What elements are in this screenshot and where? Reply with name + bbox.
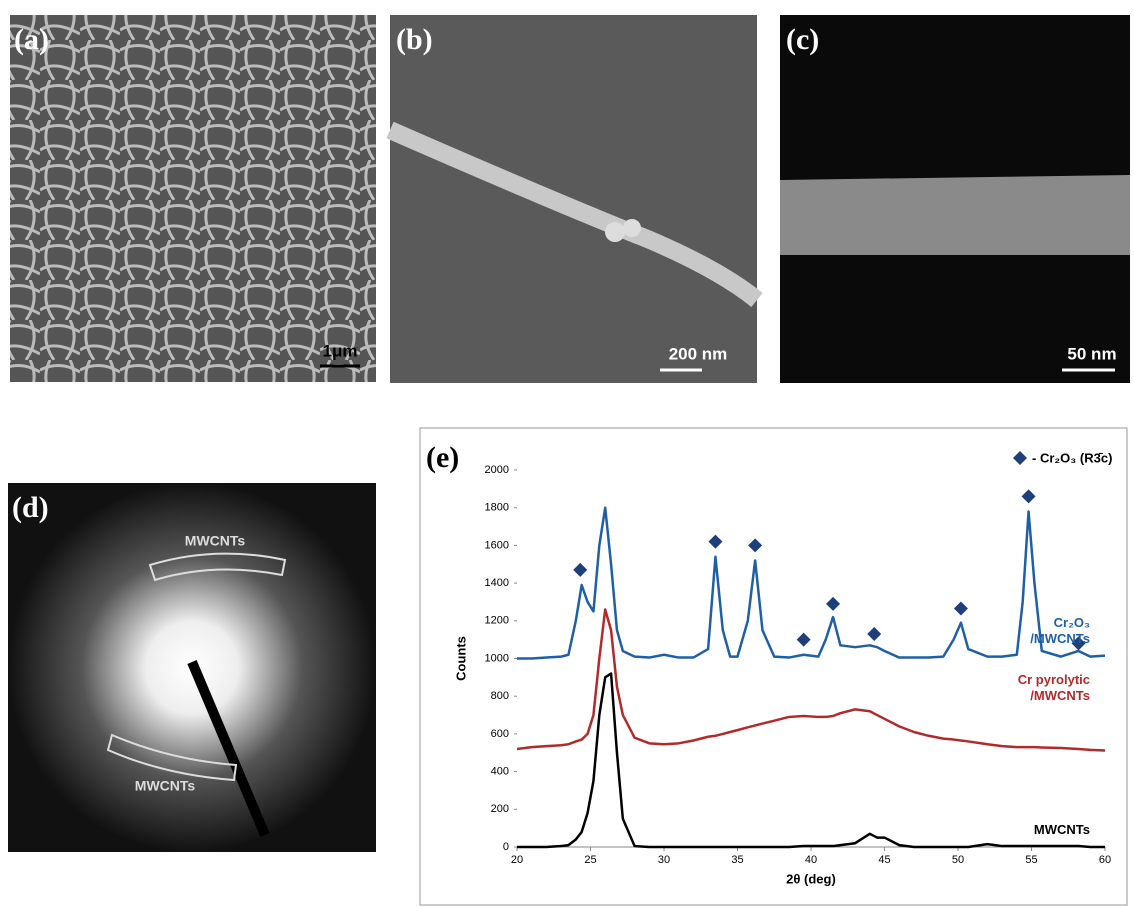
- x-tick-label: 40: [805, 854, 817, 866]
- x-tick-label: 25: [584, 854, 596, 866]
- particle: [605, 222, 625, 242]
- x-tick-label: 60: [1099, 854, 1111, 866]
- x-tick-label: 20: [511, 854, 523, 866]
- series-label: Cr₂O₃ /MWCNTs: [1000, 615, 1090, 647]
- y-tick-label: 400: [491, 766, 509, 778]
- y-tick-label: 1600: [485, 539, 509, 551]
- series-label: Cr pyrolytic /MWCNTs: [1000, 672, 1090, 704]
- scale-label: 200 nm: [669, 344, 728, 363]
- legend-label: - Cr₂O₃ (R3̄c): [1032, 450, 1112, 465]
- sem-image-a: [10, 15, 376, 382]
- scale-label: 1μm: [323, 341, 358, 360]
- figure: (a) 1μm (b) 200 nm (c) 50 nm MWCNTs MWCN…: [0, 0, 1134, 907]
- page: (a) 1μm (b) 200 nm (c) 50 nm MWCNTs MWCN…: [0, 0, 1134, 907]
- y-tick-label: 200: [491, 803, 509, 815]
- y-axis-label: Counts: [453, 636, 468, 681]
- y-tick-label: 0: [503, 841, 509, 853]
- scale-label: 50 nm: [1067, 344, 1116, 363]
- particle: [623, 219, 641, 237]
- y-tick-label: 1000: [485, 652, 509, 664]
- panel-label: (a): [14, 23, 49, 56]
- x-tick-label: 30: [658, 854, 670, 866]
- y-tick-label: 600: [491, 728, 509, 740]
- panel-label: (c): [786, 23, 819, 56]
- y-tick-label: 1400: [485, 577, 509, 589]
- nanotube: [780, 175, 1130, 255]
- x-axis-label: 2θ (deg): [786, 871, 836, 886]
- x-tick-label: 35: [731, 854, 743, 866]
- y-tick-label: 2000: [485, 464, 509, 476]
- y-tick-label: 1800: [485, 502, 509, 514]
- series-label: MWCNTs: [1000, 822, 1090, 838]
- panel-label: (d): [12, 491, 49, 524]
- x-tick-label: 55: [1025, 854, 1037, 866]
- x-tick-label: 45: [878, 854, 890, 866]
- y-tick-label: 1200: [485, 615, 509, 627]
- panel-label: (e): [426, 441, 459, 474]
- ring-label: MWCNTs: [185, 533, 246, 549]
- ring-label: MWCNTs: [135, 778, 196, 794]
- panel-label: (b): [396, 23, 433, 56]
- y-tick-label: 800: [491, 690, 509, 702]
- x-tick-label: 50: [952, 854, 964, 866]
